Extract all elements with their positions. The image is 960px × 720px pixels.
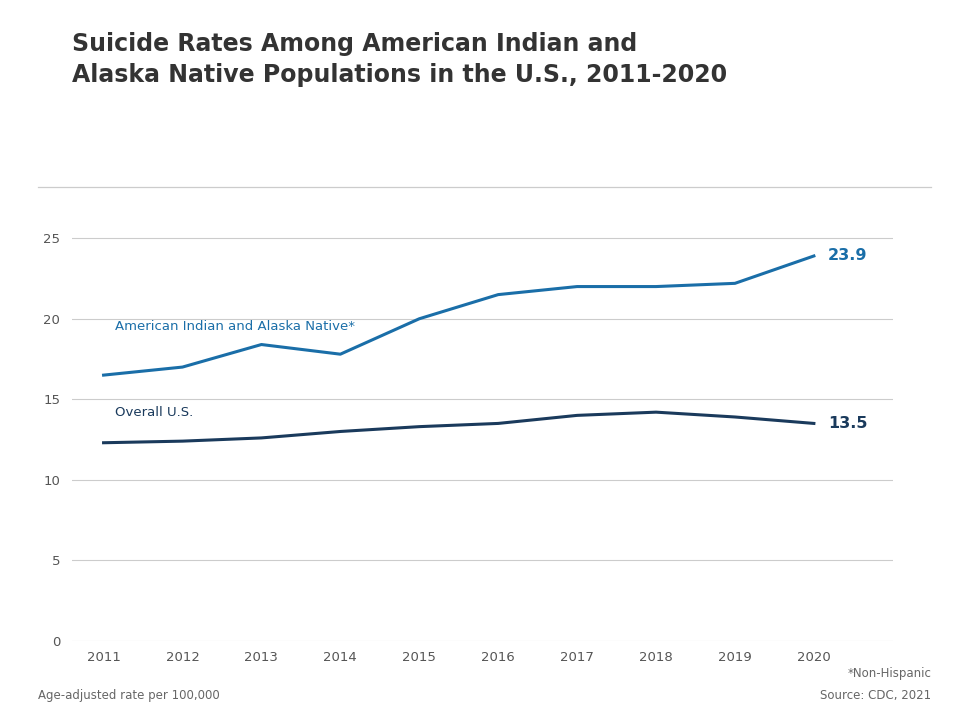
Text: Age-adjusted rate per 100,000: Age-adjusted rate per 100,000 xyxy=(38,689,220,702)
Text: *Non-Hispanic: *Non-Hispanic xyxy=(848,667,931,680)
Text: 13.5: 13.5 xyxy=(828,416,868,431)
Polygon shape xyxy=(0,0,629,40)
Text: Source: CDC, 2021: Source: CDC, 2021 xyxy=(820,689,931,702)
Text: 23.9: 23.9 xyxy=(828,248,868,264)
Text: American Indian and Alaska Native*: American Indian and Alaska Native* xyxy=(115,320,355,333)
Text: Suicide Rates Among American Indian and
Alaska Native Populations in the U.S., 2: Suicide Rates Among American Indian and … xyxy=(72,32,727,87)
Text: Suicide Prevention Resource Center  |  sprc.org: Suicide Prevention Resource Center | spr… xyxy=(631,13,946,27)
Text: Overall U.S.: Overall U.S. xyxy=(115,405,194,418)
